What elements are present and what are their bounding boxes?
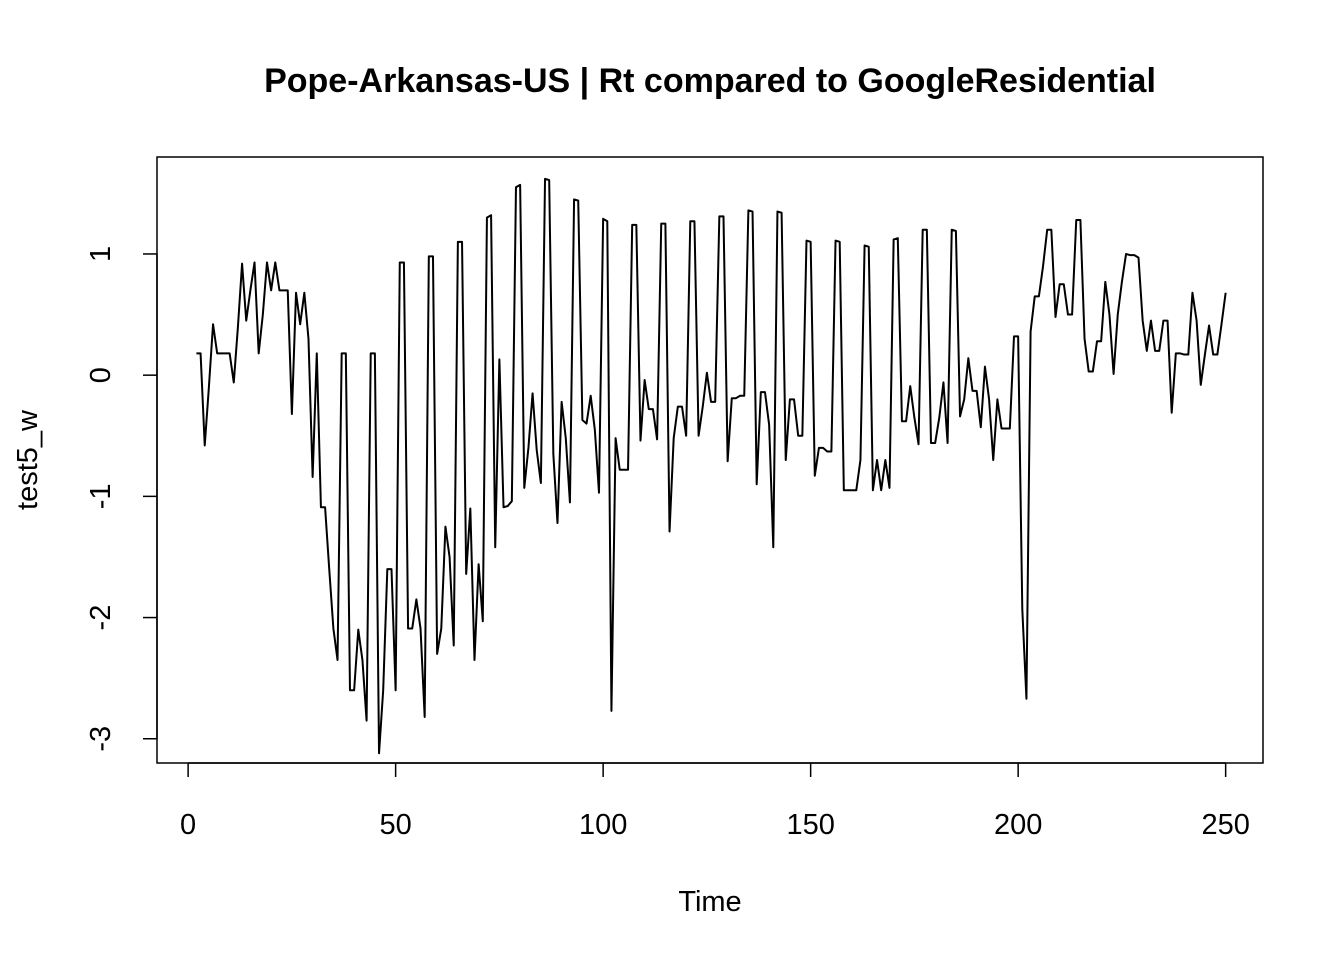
chart-title: Pope-Arkansas-US | Rt compared to Google…: [264, 62, 1156, 100]
y-tick-label: 0: [85, 367, 117, 383]
x-axis-label: Time: [678, 886, 741, 918]
y-tick-label: -3: [85, 726, 117, 752]
y-tick-label: -2: [85, 605, 117, 631]
y-axis-label: test5_w: [12, 409, 44, 510]
x-axis: 0 50 100 150 200 250: [180, 762, 1250, 841]
x-tick-label: 250: [1201, 809, 1249, 841]
y-axis: -3 -2 -1 0 1: [85, 246, 158, 752]
series-line: [196, 177, 1227, 755]
y-tick-label: 1: [85, 246, 117, 262]
x-tick-label: 150: [786, 809, 834, 841]
x-tick-label: 0: [180, 809, 196, 841]
x-tick-label: 200: [994, 809, 1042, 841]
x-tick-label: 100: [579, 809, 627, 841]
y-tick-label: -1: [85, 483, 117, 509]
x-tick-label: 50: [379, 809, 411, 841]
plot-frame: [156, 156, 1264, 764]
